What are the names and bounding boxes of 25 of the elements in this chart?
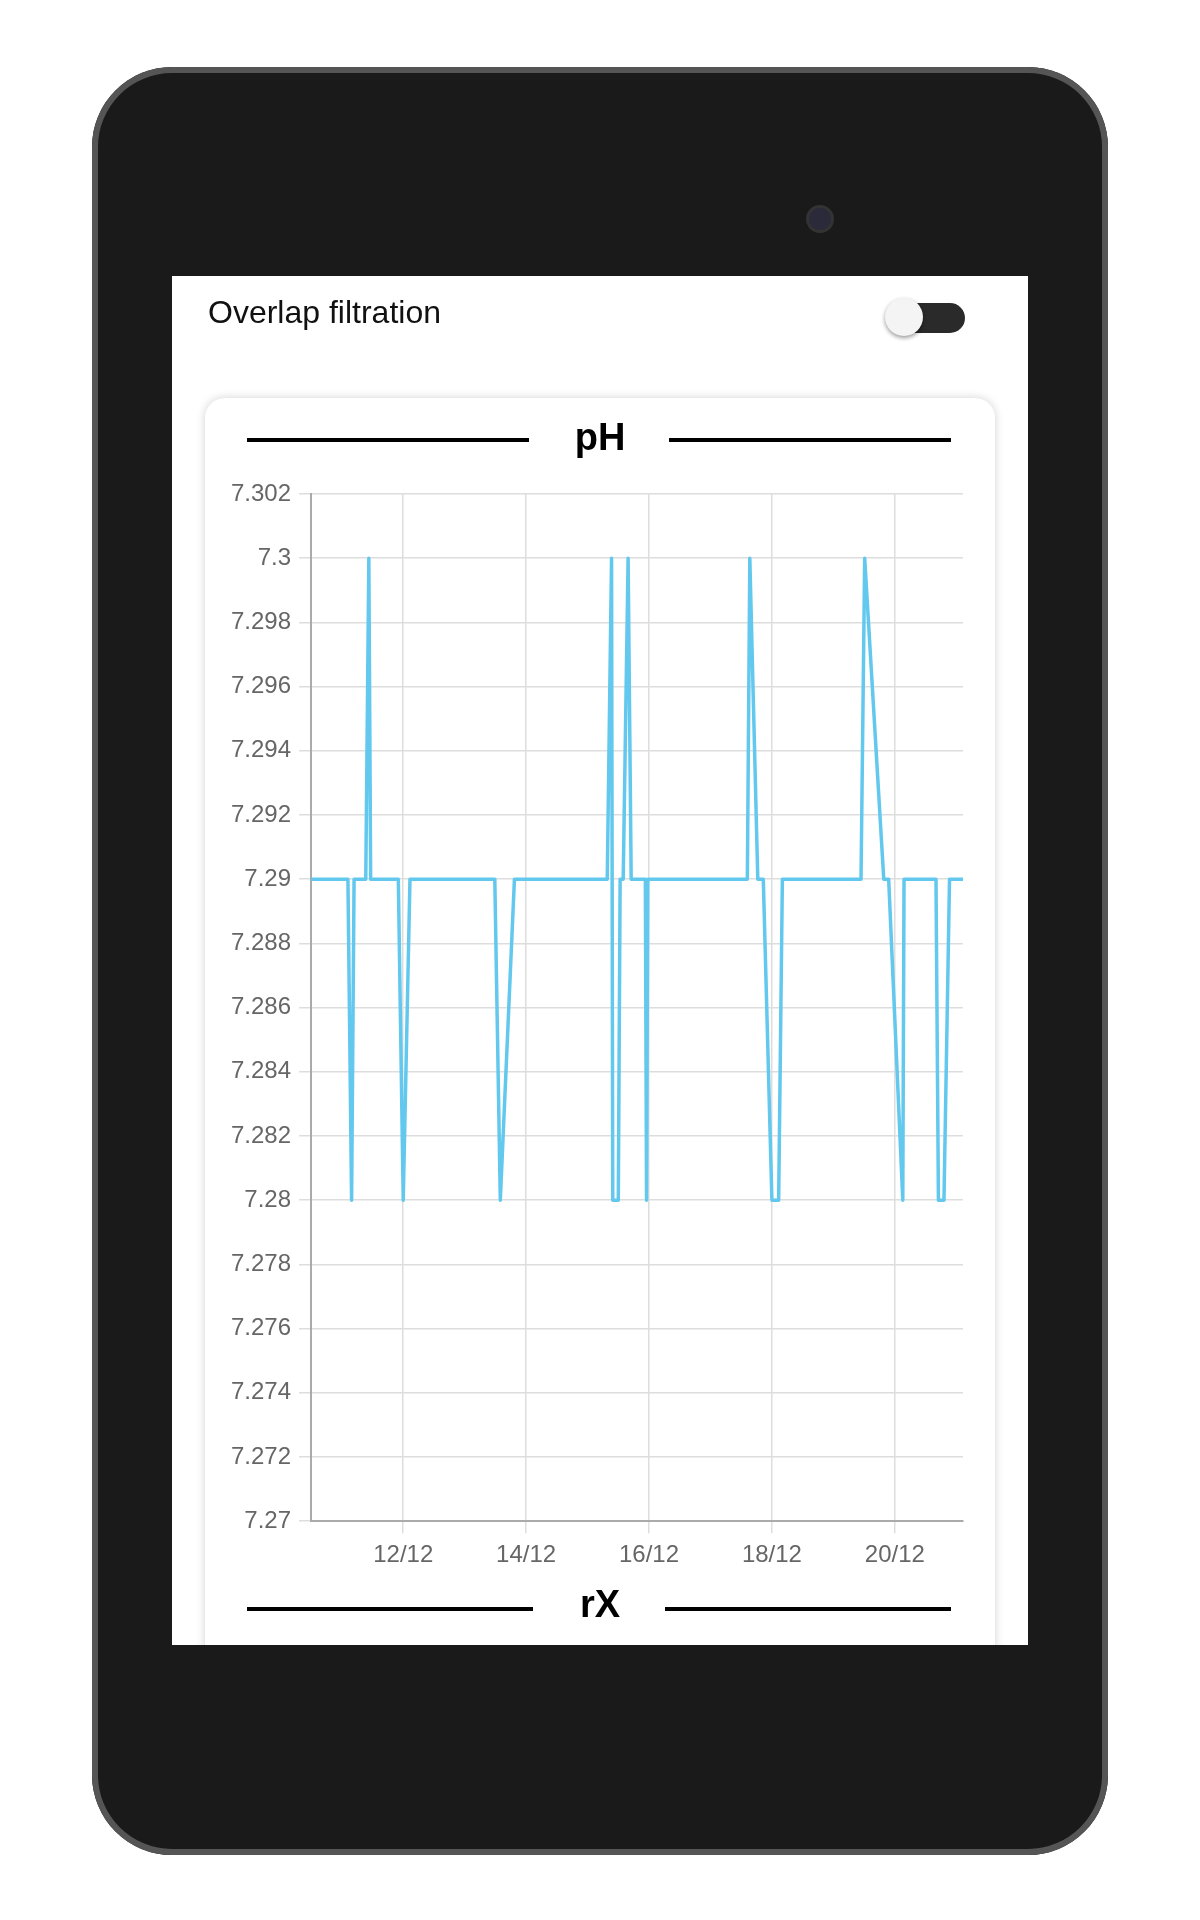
- y-tick-label: 7.3: [257, 542, 292, 570]
- y-tick-label: 7.274: [231, 1377, 292, 1405]
- y-tick-label: 7.28: [244, 1184, 292, 1212]
- x-tick-label: 12/12: [373, 1540, 434, 1568]
- y-tick-label: 7.298: [231, 607, 292, 635]
- text: Overlap filtration: [208, 294, 441, 331]
- y-tick-label: 7.278: [231, 1249, 292, 1277]
- y-tick-label: 7.27: [244, 1505, 292, 1533]
- y-tick-label: 7.276: [231, 1313, 292, 1341]
- y-tick-label: 7.288: [231, 928, 292, 956]
- y-tick-label: 7.296: [231, 671, 292, 699]
- y-tick-label: 7.29: [244, 863, 292, 891]
- chart-title: pH: [573, 416, 627, 459]
- y-tick-label: 7.272: [231, 1441, 292, 1469]
- y-tick-label: 7.282: [231, 1120, 292, 1148]
- y-tick-label: 7.284: [231, 1056, 292, 1084]
- y-tick-label: 7.294: [231, 735, 292, 763]
- y-tick-label: 7.302: [231, 478, 292, 506]
- text: rX: [578, 1583, 622, 1626]
- x-tick-label: 18/12: [741, 1540, 802, 1568]
- x-tick-label: 16/12: [618, 1540, 680, 1568]
- y-tick-label: 7.292: [231, 799, 292, 827]
- y-tick-label: 7.286: [231, 992, 292, 1020]
- x-tick-label: 14/12: [496, 1540, 557, 1568]
- x-tick-label: 20/12: [864, 1540, 925, 1568]
